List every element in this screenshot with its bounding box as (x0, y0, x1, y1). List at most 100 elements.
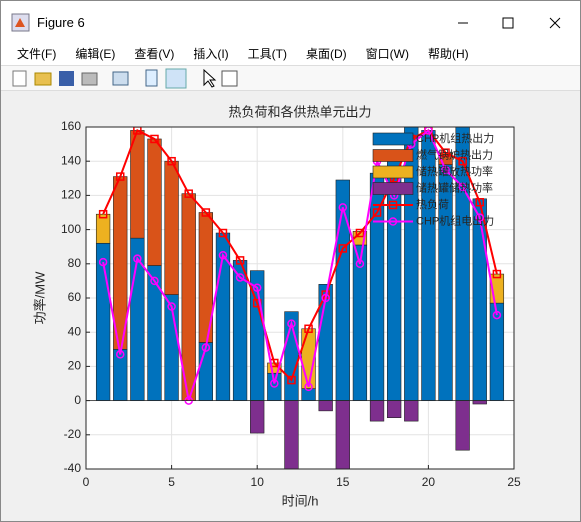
marker (355, 228, 365, 238)
menu-item[interactable]: 文件(F) (17, 47, 57, 61)
marker (458, 156, 467, 166)
menu-item[interactable]: 帮助(H) (427, 47, 469, 61)
menu-bar: 文件(F) 编辑(E) 查看(V) 插入(I) 工具(T) 桌面(D) 窗口(W) 帮助(H) (1, 45, 580, 65)
marker (150, 276, 159, 286)
y-tick-label: -40 (64, 461, 82, 475)
line (102, 128, 498, 401)
bar-segment (250, 400, 265, 434)
window-controls[interactable] (440, 1, 580, 45)
marker (441, 148, 450, 157)
marker (115, 172, 125, 181)
plot-area (95, 127, 505, 469)
bar-segment (472, 198, 487, 401)
marker (115, 350, 125, 359)
toolbar (1, 65, 580, 91)
legend-label: 热负荷 (416, 197, 449, 211)
bar-segment (147, 138, 162, 266)
marker (201, 208, 211, 217)
marker (475, 213, 485, 222)
bar-segment (164, 160, 179, 295)
x-tick-label: 15 (336, 475, 350, 489)
y-tick-label: 20 (68, 359, 82, 373)
y-tick-label: 40 (68, 324, 82, 338)
marker (321, 293, 330, 303)
menu-item[interactable]: 编辑(E) (75, 47, 116, 61)
bar-segment (284, 400, 299, 469)
y-tick-label: 140 (61, 153, 81, 167)
menu-item[interactable]: 查看(V) (134, 47, 175, 61)
menu-item[interactable]: 窗口(W) (365, 47, 409, 61)
legend-swatch (372, 149, 414, 162)
toolbar-icons[interactable] (1, 66, 581, 90)
bar-segment (369, 172, 385, 401)
bar-segment (369, 400, 385, 422)
y-tick-label: 80 (68, 256, 82, 270)
legend-label: 燃气锅炉热出力 (416, 147, 493, 161)
x-axis-label: 时间/h (282, 493, 319, 508)
bar-segment (147, 265, 162, 401)
chart-title: 热负荷和各供热单元出力 (228, 104, 371, 119)
marker (270, 379, 279, 388)
app-icon (11, 13, 30, 32)
bar-segment (387, 400, 402, 419)
y-axis-label: 功率/MW (32, 271, 47, 324)
marker (287, 319, 296, 328)
axes-box (85, 126, 515, 470)
legend-swatch (372, 165, 414, 179)
bar-segment (95, 213, 111, 244)
bar-segment (489, 302, 505, 401)
marker (304, 382, 313, 392)
marker (133, 254, 142, 263)
marker (184, 189, 193, 198)
marker (338, 203, 348, 212)
marker (458, 182, 467, 192)
marker (252, 283, 262, 292)
bar-segment (352, 244, 368, 401)
bar-segment (335, 400, 350, 469)
marker (475, 197, 485, 207)
legend-swatch (372, 182, 414, 195)
x-tick-label: 10 (251, 475, 265, 489)
y-tick-label: 0 (74, 393, 81, 407)
marker (441, 165, 450, 174)
legend-label: 储热罐储热功率 (416, 180, 493, 194)
legend-label: CHP机组热出力 (416, 131, 494, 145)
marker (338, 244, 348, 253)
marker (424, 127, 433, 135)
y-tick-label: 120 (61, 188, 81, 202)
figure: 热负荷和各供热单元出力 时间/h 功率/MW -40 -20 0 20 40 60 80 10… (32, 104, 521, 508)
marker (287, 375, 296, 385)
legend-swatch (372, 132, 414, 146)
bar-segment (335, 179, 350, 401)
marker (304, 324, 313, 334)
x-tick-label: 25 (507, 475, 521, 489)
bar-segment (113, 348, 128, 401)
marker (235, 256, 245, 265)
legend-marker (388, 200, 398, 210)
marker (167, 302, 176, 311)
bar-segment (455, 400, 470, 451)
marker (167, 156, 176, 166)
marker (235, 273, 245, 282)
y-tick-label: 100 (61, 222, 81, 236)
marker (372, 208, 382, 217)
legend-marker (388, 217, 398, 226)
marker (98, 209, 108, 219)
x-tick-label: 0 (83, 475, 90, 489)
x-tick-label: 5 (168, 475, 175, 489)
menu-item[interactable]: 插入(I) (193, 47, 229, 61)
bar-segment (318, 400, 333, 412)
bar-segment (130, 130, 145, 239)
marker (218, 228, 228, 238)
marker (218, 251, 228, 260)
marker (133, 127, 142, 135)
x-tick-label: 20 (422, 475, 436, 489)
legend-label: 储热罐放热功率 (416, 164, 493, 178)
window-title: Figure 6 (37, 15, 85, 30)
marker (150, 134, 159, 144)
title-bar: Figure 6 (1, 1, 580, 45)
menu-item[interactable]: 桌面(D) (305, 47, 347, 61)
marker (492, 269, 502, 279)
menu-item[interactable]: 工具(T) (247, 47, 287, 61)
